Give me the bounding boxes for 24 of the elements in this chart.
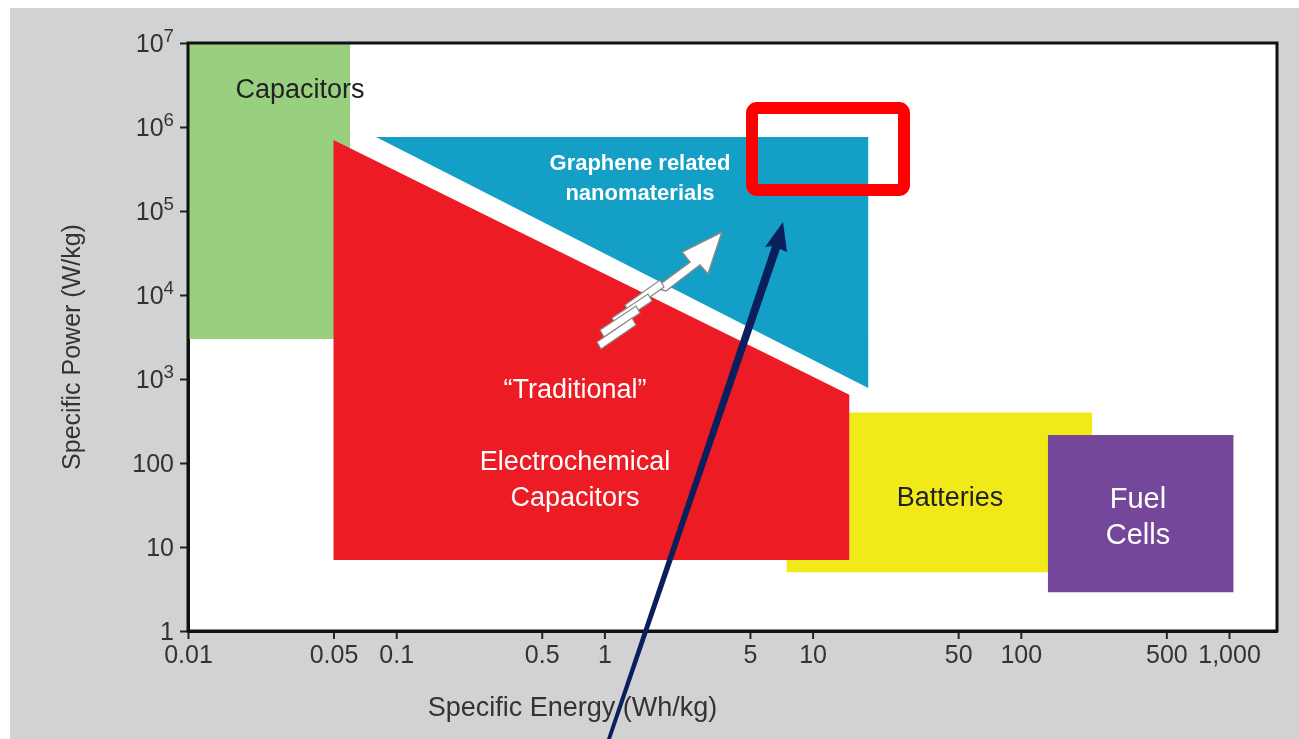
annotation: Electrochemical Capacitors: [479, 446, 671, 512]
y-tick-label: 10$^{3}$: [135, 360, 174, 393]
x-axis-title: Specific Energy (Wh/kg): [427, 692, 718, 722]
y-tick-label: 10$^{4}$: [135, 276, 174, 309]
y-tick-label: 10$^{7}$: [135, 24, 174, 57]
annotation: Fuel Cells: [1105, 482, 1171, 550]
x-tick-label: 0.1: [379, 639, 415, 668]
x-tick-label: 1: [597, 639, 612, 668]
y-axis-title: Specific Power (W/kg): [57, 224, 85, 470]
x-tick-label: 100: [1000, 639, 1043, 668]
annotation: Batteries: [896, 482, 1004, 512]
annotation: Graphene related nanomaterials: [549, 150, 731, 205]
x-tick-label: 50: [944, 639, 973, 668]
x-tick-label: 0.5: [524, 639, 560, 668]
x-tick-label: 1,000: [1198, 639, 1261, 668]
y-tick-label: 100: [132, 448, 174, 477]
y-tick-label: 10$^{5}$: [135, 192, 174, 225]
x-tick-label: 5: [743, 639, 758, 668]
x-tick-label: 0.05: [309, 639, 359, 668]
x-tick-label: 500: [1145, 639, 1188, 668]
x-tick-label: 10: [799, 639, 828, 668]
y-tick-label: 10: [146, 532, 174, 561]
annotation: “Traditional”: [503, 374, 647, 404]
y-tick-label: 10$^{6}$: [135, 108, 174, 141]
